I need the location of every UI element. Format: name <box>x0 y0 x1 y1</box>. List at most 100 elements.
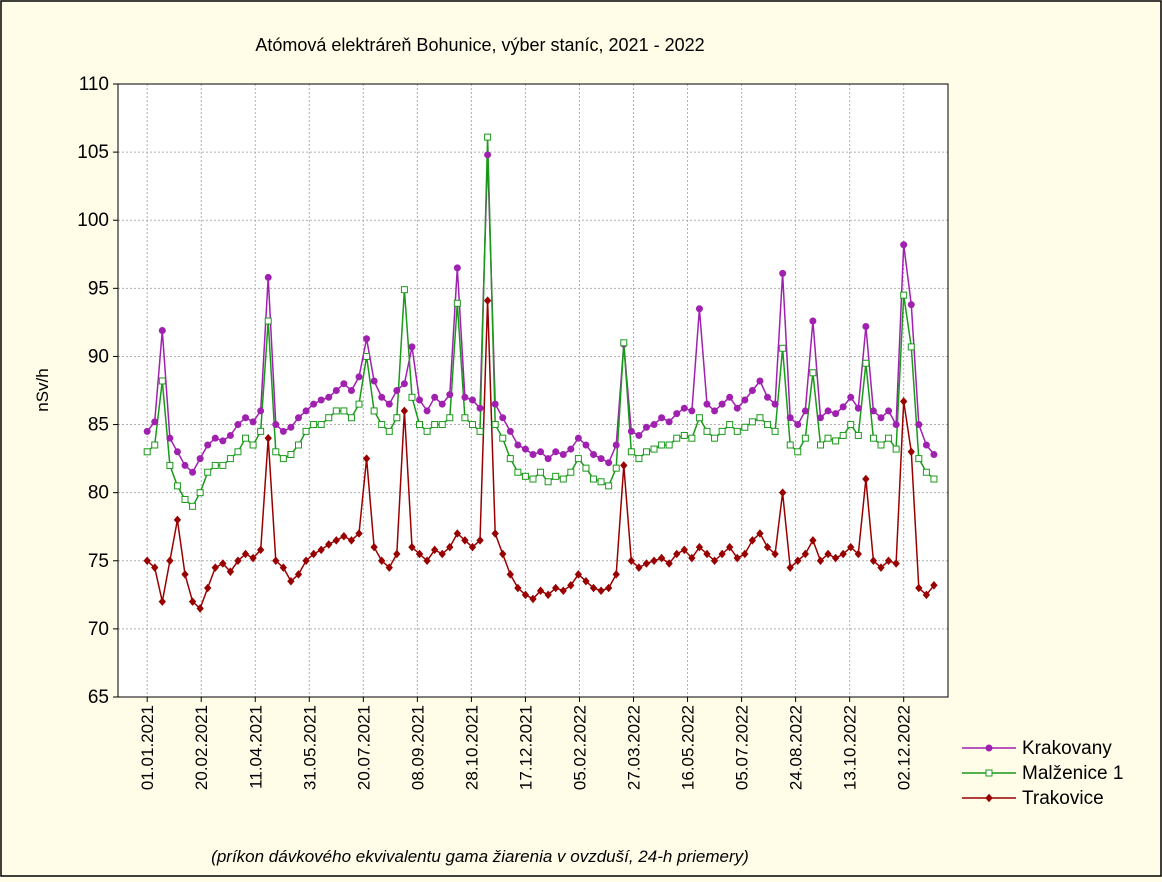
data-point <box>272 556 280 566</box>
data-point <box>597 478 605 486</box>
data-point <box>862 474 870 484</box>
data-point <box>582 576 590 586</box>
data-point <box>748 418 756 426</box>
data-point <box>423 407 431 415</box>
data-point <box>695 305 703 313</box>
legend-marker <box>985 744 993 752</box>
data-point <box>499 434 507 442</box>
data-point <box>741 423 749 431</box>
data-point <box>877 414 885 422</box>
data-point <box>688 434 696 442</box>
x-tick-label: 20.02.2021 <box>192 705 211 790</box>
data-point <box>900 397 908 406</box>
y-tick-label: 85 <box>88 415 109 436</box>
data-point <box>544 590 552 600</box>
data-point <box>832 437 840 445</box>
data-point <box>642 559 651 568</box>
data-point <box>801 407 809 415</box>
data-point <box>226 567 235 576</box>
data-point <box>340 407 348 415</box>
data-point <box>446 542 454 552</box>
data-point <box>877 563 885 572</box>
x-tick-label: 17.12.2021 <box>516 705 535 790</box>
data-point <box>370 542 378 552</box>
data-point <box>355 373 363 381</box>
data-point <box>884 556 893 566</box>
data-point <box>627 448 635 456</box>
data-point <box>521 445 529 453</box>
data-point <box>264 317 272 325</box>
data-point <box>854 431 862 439</box>
data-point <box>211 461 219 469</box>
data-point <box>771 400 779 408</box>
data-point <box>801 549 810 559</box>
data-point <box>930 451 938 459</box>
data-point <box>763 542 772 552</box>
data-point <box>332 536 340 545</box>
data-point <box>574 434 582 442</box>
data-point <box>249 418 257 426</box>
data-point <box>272 448 280 456</box>
data-point <box>408 542 416 552</box>
data-point <box>786 441 794 449</box>
data-point <box>839 403 847 411</box>
data-point <box>143 427 151 435</box>
data-point <box>688 407 696 415</box>
data-point <box>892 559 900 568</box>
data-point <box>423 556 431 566</box>
data-point <box>733 427 741 435</box>
data-point <box>219 437 227 445</box>
data-point <box>726 393 734 401</box>
data-point <box>204 468 212 476</box>
data-point <box>166 461 174 469</box>
data-point <box>635 455 643 463</box>
data-point <box>393 549 401 559</box>
data-point <box>143 448 151 456</box>
data-point <box>158 597 166 606</box>
data-point <box>461 536 469 545</box>
data-point <box>597 455 605 463</box>
data-point <box>726 421 734 429</box>
x-tick-label: 27.03.2022 <box>625 705 644 790</box>
data-point <box>476 404 484 412</box>
data-point <box>438 549 446 559</box>
data-point <box>476 427 484 435</box>
data-point <box>741 549 749 559</box>
data-point <box>347 536 356 545</box>
data-point <box>325 393 333 401</box>
data-point <box>196 604 204 613</box>
data-point <box>400 406 409 416</box>
data-point <box>816 556 825 566</box>
data-point <box>665 441 673 449</box>
data-point <box>529 594 537 604</box>
data-point <box>355 529 363 538</box>
data-point <box>650 445 658 453</box>
data-point <box>219 559 227 568</box>
data-point <box>370 377 378 385</box>
data-point <box>567 468 575 476</box>
data-point <box>559 586 567 596</box>
data-point <box>612 464 620 472</box>
data-point <box>854 404 862 412</box>
x-tick-label: 11.04.2021 <box>246 705 265 789</box>
y-tick-label: 70 <box>88 619 109 640</box>
data-point <box>642 423 650 431</box>
data-point <box>506 455 514 463</box>
x-tick-label: 02.12.2022 <box>895 705 914 790</box>
data-point <box>786 563 794 572</box>
y-axis-label: nSv/h <box>33 368 52 411</box>
data-point <box>256 545 265 555</box>
data-point <box>264 273 272 281</box>
data-point <box>242 414 250 422</box>
data-point <box>756 377 764 385</box>
x-tick-label: 24.08.2022 <box>787 705 806 790</box>
data-point <box>930 581 938 590</box>
data-point <box>552 583 560 593</box>
data-point <box>756 414 764 422</box>
y-tick-label: 75 <box>88 551 109 572</box>
data-point <box>461 414 469 422</box>
data-point <box>317 421 325 429</box>
data-point <box>521 472 529 480</box>
data-point <box>711 434 719 442</box>
data-point <box>430 545 439 555</box>
